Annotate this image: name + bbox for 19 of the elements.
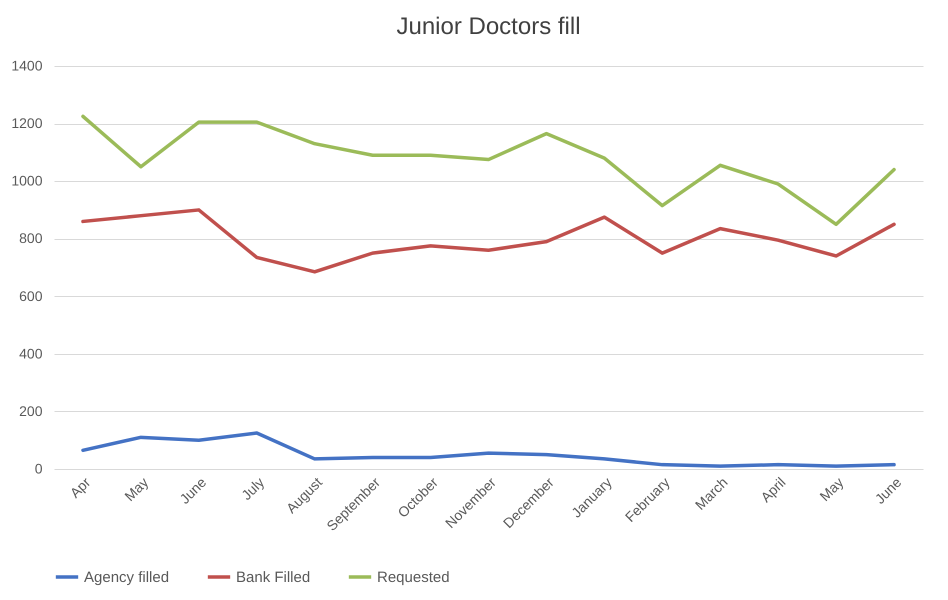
chart-title: Junior Doctors fill — [396, 13, 581, 40]
x-tick-label: May — [816, 474, 846, 504]
legend-label: Requested — [377, 569, 450, 586]
line-series — [81, 431, 896, 468]
line-series — [81, 114, 896, 226]
y-tick-label: 0 — [34, 460, 43, 476]
y-tick-label: 1200 — [11, 115, 43, 132]
y-tick-label: 800 — [19, 230, 43, 246]
x-tick-label: July — [238, 474, 268, 504]
legend-label: Agency filled — [84, 569, 170, 586]
legend-label: Bank Filled — [236, 569, 310, 586]
y-tick-label: 600 — [19, 288, 43, 304]
line-series — [81, 208, 896, 274]
y-tick-label: 1400 — [11, 58, 43, 74]
y-tick-label: 400 — [19, 345, 43, 362]
x-tick-label: May — [121, 474, 152, 504]
x-tick-label: Apr — [66, 474, 94, 501]
y-tick-label: 1000 — [11, 172, 43, 189]
y-tick-label: 200 — [19, 402, 43, 419]
